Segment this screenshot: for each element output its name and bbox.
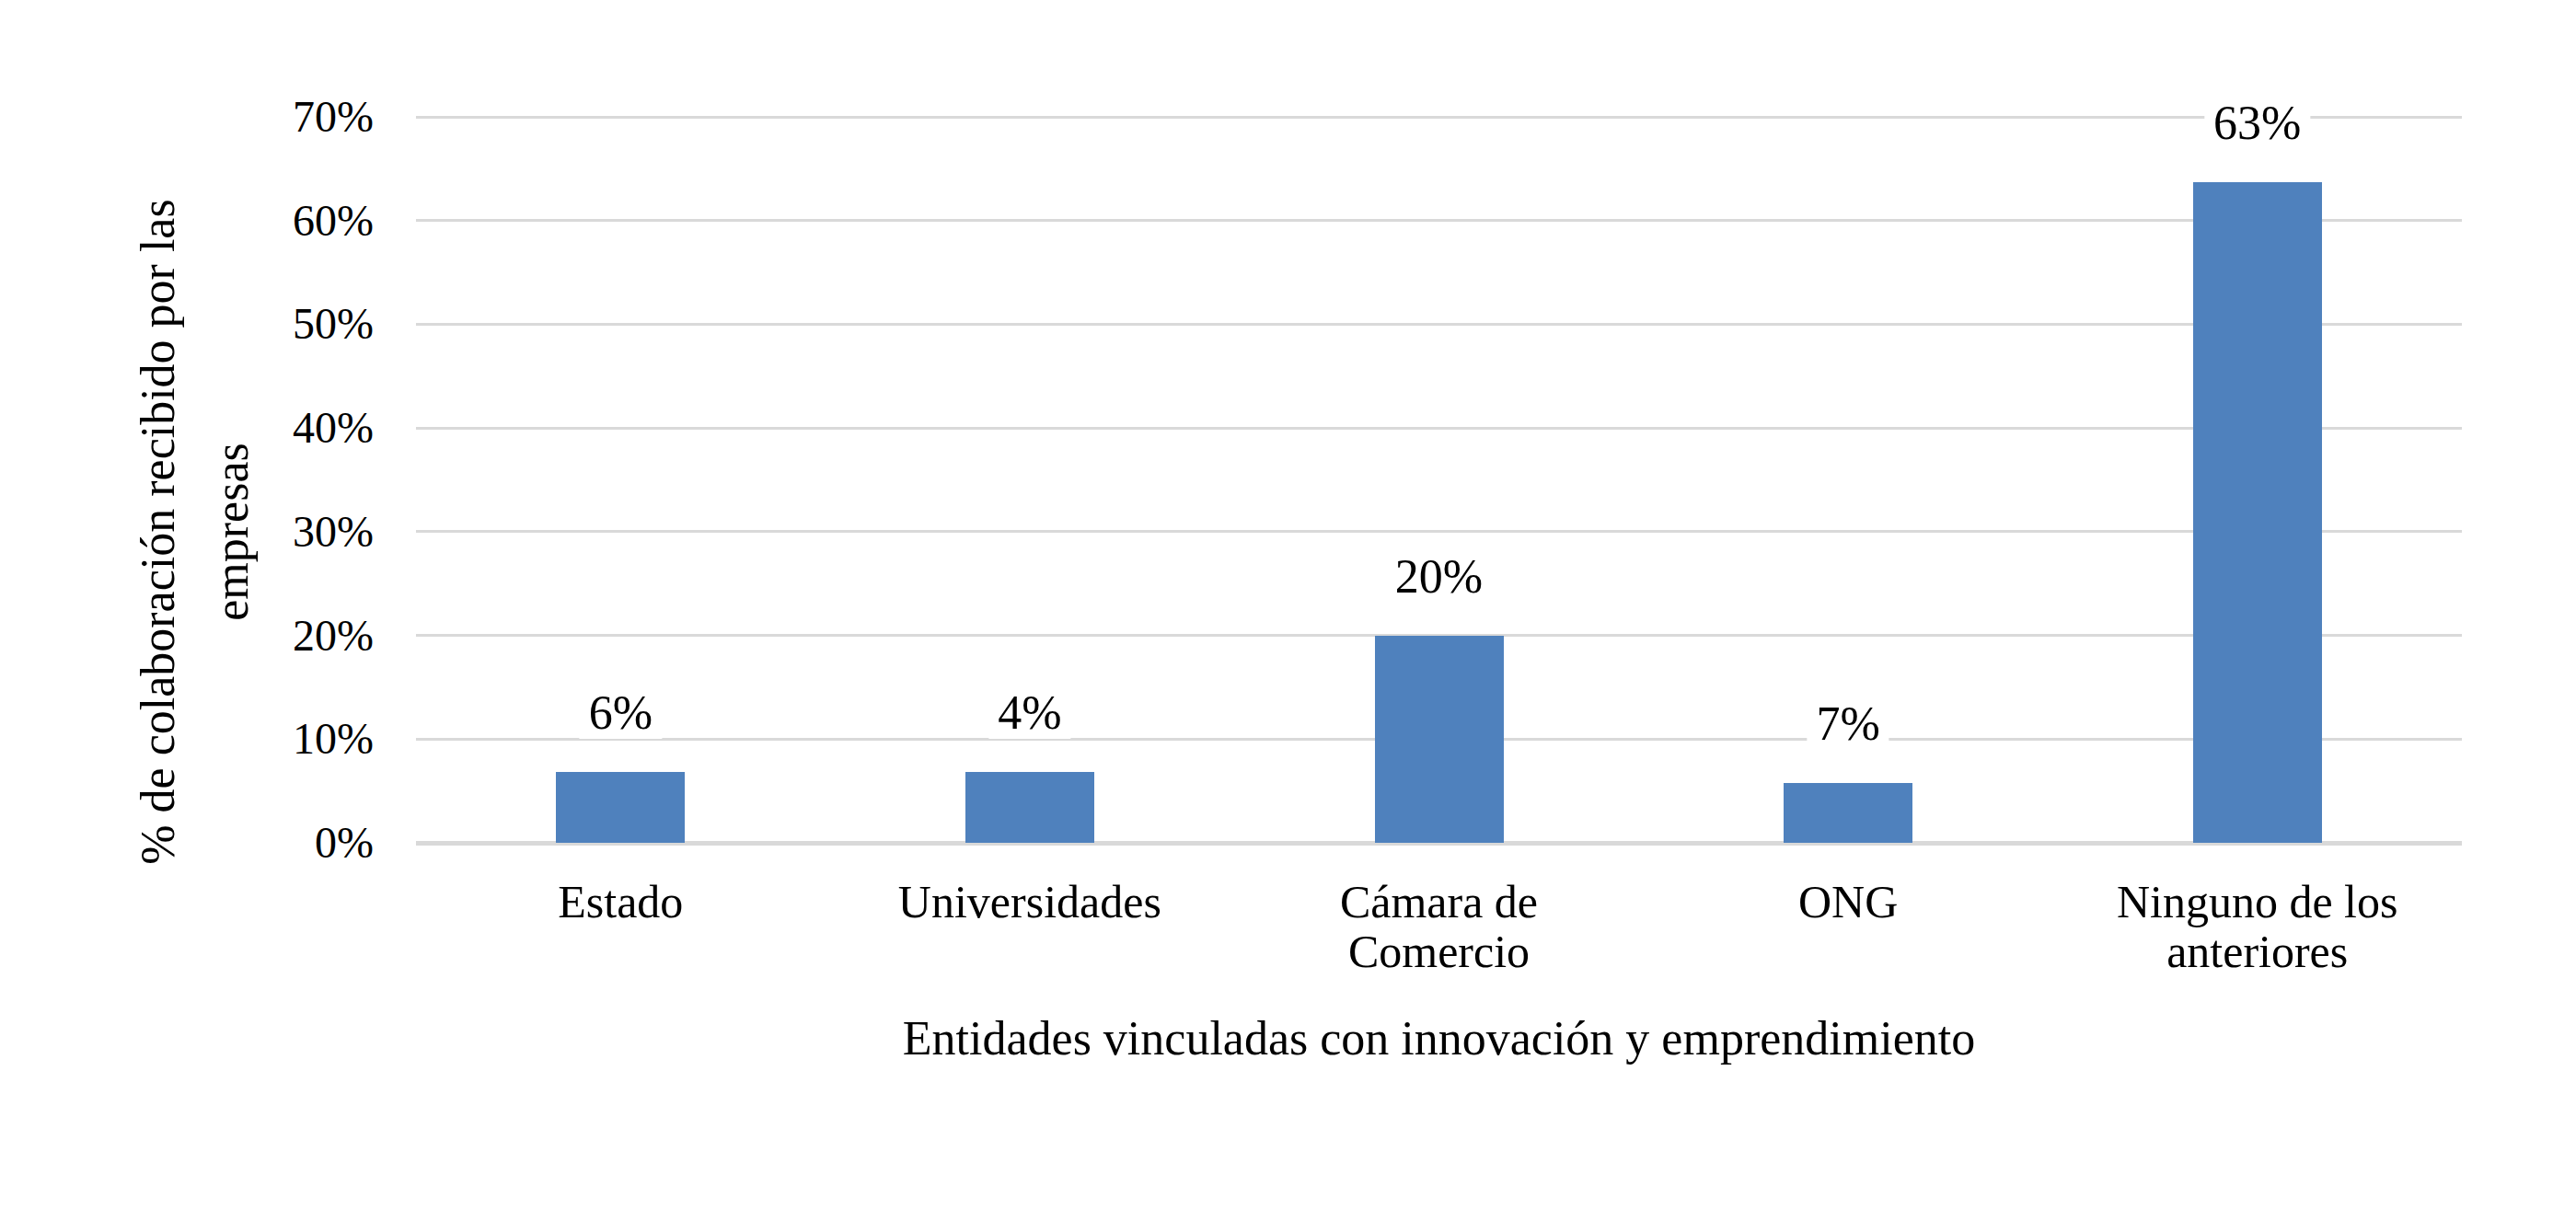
- gridline-30%: [416, 530, 2462, 533]
- y-tick-label-50%: 50%: [98, 298, 374, 350]
- y-tick-label-40%: 40%: [98, 402, 374, 454]
- bar-camara-de-comercio: [1375, 636, 1504, 843]
- category-label-line: Estado: [416, 877, 826, 927]
- bar-ong: [1784, 783, 1912, 843]
- y-tick-label-70%: 70%: [98, 91, 374, 143]
- gridline-70%: [416, 116, 2462, 119]
- category-label-estado: Estado: [416, 877, 826, 927]
- bar-estado: [556, 772, 685, 843]
- category-label-line: ONG: [1644, 877, 2053, 927]
- category-label-line: anteriores: [2052, 927, 2462, 976]
- data-label-universidades: 4%: [988, 687, 1070, 739]
- gridline-60%: [416, 219, 2462, 222]
- data-label-estado: 6%: [580, 687, 662, 739]
- bar-chart: % de colaboración recibido por las empre…: [0, 0, 2576, 1209]
- category-label-line: Comercio: [1234, 927, 1644, 976]
- data-label-ong: 7%: [1807, 698, 1889, 750]
- y-tick-label-30%: 30%: [98, 506, 374, 558]
- category-label-camara-de-comercio: Cámara deComercio: [1234, 877, 1644, 976]
- bar-ninguno-de-los-anteriores: [2193, 182, 2322, 843]
- category-label-universidades: Universidades: [826, 877, 1235, 927]
- category-label-line: Cámara de: [1234, 877, 1644, 927]
- data-label-camara-de-comercio: 20%: [1386, 551, 1492, 603]
- bar-universidades: [965, 772, 1094, 843]
- category-label-line: Universidades: [826, 877, 1235, 927]
- y-tick-label-0%: 0%: [98, 817, 374, 869]
- category-label-ninguno-de-los-anteriores: Ninguno de losanteriores: [2052, 877, 2462, 976]
- data-label-ninguno-de-los-anteriores: 63%: [2204, 98, 2310, 149]
- gridline-50%: [416, 323, 2462, 326]
- y-tick-label-60%: 60%: [98, 195, 374, 247]
- y-tick-label-10%: 10%: [98, 713, 374, 765]
- category-label-line: Ninguno de los: [2052, 877, 2462, 927]
- y-tick-label-20%: 20%: [98, 610, 374, 662]
- category-label-ong: ONG: [1644, 877, 2053, 927]
- gridline-40%: [416, 427, 2462, 430]
- x-axis-title: Entidades vinculadas con innovación y em…: [416, 1010, 2462, 1067]
